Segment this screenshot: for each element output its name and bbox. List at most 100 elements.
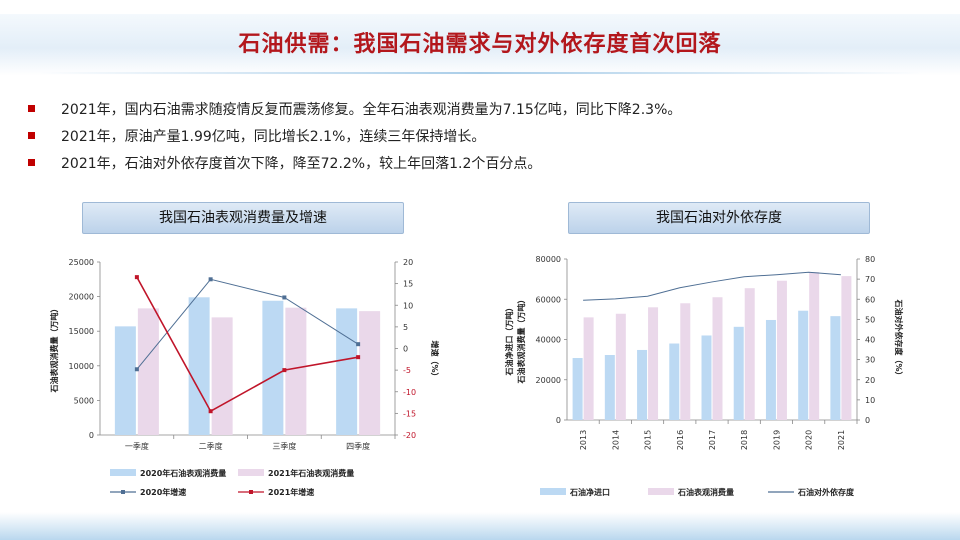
chart2-legend-label: 石油对外依存度 (797, 487, 855, 497)
chart1-right-tick-label: -10 (403, 388, 416, 397)
chart1-left-tick-label: 15000 (69, 327, 94, 336)
chart1-left-tick-label: 25000 (69, 258, 94, 267)
chart2-left-tick-label: 40000 (536, 336, 561, 345)
chart2-left-axis-title-line2: 石油表观消费量（万吨） (516, 296, 526, 385)
chart1-bar (114, 326, 136, 435)
chart2-left-tick-label: 0 (556, 416, 561, 425)
chart2-legend-swatch (540, 488, 566, 495)
chart1-right-tick-label: 0 (403, 345, 408, 354)
chart1-line-point (356, 342, 361, 347)
chart1-legend-label: 2021年增速 (268, 487, 314, 497)
chart1-line-point (134, 367, 139, 372)
title-band (0, 14, 960, 76)
chart1-bar (211, 317, 233, 435)
chart1-left-tick-label: 20000 (69, 293, 94, 302)
chart2-left-axis-title-line1: 石油净进口（万吨） (504, 304, 514, 377)
chart1-category-label: 一季度 (125, 441, 149, 451)
chart1-line-point (208, 277, 213, 282)
chart2-bar (637, 349, 648, 420)
chart1-bar (336, 308, 358, 435)
chart1-line-point (282, 368, 287, 373)
chart1-bar (359, 311, 381, 435)
chart2-bar (798, 310, 809, 420)
chart2-legend-swatch (648, 488, 674, 495)
chart2-bar (744, 288, 755, 420)
chart2-category-label: 2013 (579, 430, 588, 450)
chart2-bar (680, 303, 691, 420)
chart1-right-tick-label: 10 (403, 301, 413, 310)
chart2-bar (572, 358, 583, 420)
chart1-title: 我国石油表观消费量及增速 (82, 202, 404, 234)
chart1-bar (188, 297, 210, 435)
chart2-right-tick-label: 0 (865, 416, 870, 425)
bullet-marker-icon (28, 105, 35, 112)
bottom-band (0, 512, 960, 540)
chart1-left-tick-label: 5000 (74, 396, 94, 405)
chart1-line-point (208, 409, 213, 414)
chart2-bar (615, 313, 626, 420)
chart1-legend-swatch (238, 469, 264, 476)
chart2-legend-label: 石油净进口 (569, 487, 610, 497)
chart2-right-tick-label: 30 (865, 356, 875, 365)
chart1-bar (285, 307, 307, 435)
chart2-category-label: 2017 (708, 430, 717, 450)
chart2-legend-label: 石油表观消费量 (677, 487, 734, 497)
chart2-category-label: 2020 (805, 430, 814, 450)
bullet-text: 2021年，原油产量1.99亿吨，同比增长2.1%，连续三年保持增长。 (61, 128, 486, 145)
chart1-category-label: 四季度 (346, 441, 370, 451)
chart1-line-point (356, 355, 361, 360)
bullet-text: 2021年，石油对外依存度首次下降，降至72.2%，较上年回落1.2个百分点。 (61, 155, 542, 172)
chart1-right-tick-label: 5 (403, 323, 408, 332)
chart2-right-tick-label: 70 (865, 275, 875, 284)
chart1-line-point (282, 295, 287, 300)
chart2-title: 我国石油对外依存度 (568, 202, 870, 234)
chart2-bar (712, 297, 723, 420)
bullet-text: 2021年，国内石油需求随疫情反复而震荡修复。全年石油表观消费量为7.15亿吨，… (61, 101, 682, 118)
chart2-right-tick-label: 40 (865, 336, 875, 345)
chart1-legend-label: 2021年石油表观消费量 (268, 468, 354, 478)
chart1-right-axis-title: 增速（%） (430, 340, 440, 380)
bullet-marker-icon (28, 132, 35, 139)
chart1-legend-swatch (110, 469, 136, 476)
chart2-left-tick-label: 20000 (536, 376, 561, 385)
chart1-right-tick-label: 15 (403, 280, 413, 289)
chart1-legend-marker (249, 490, 253, 494)
chart1-legend-label: 2020年石油表观消费量 (140, 468, 226, 478)
chart1-category-label: 三季度 (272, 441, 296, 451)
chart2-right-tick-label: 10 (865, 396, 875, 405)
chart1-legend-marker (121, 490, 125, 494)
chart2-category-label: 2015 (644, 430, 653, 450)
chart2-bar (669, 343, 680, 420)
bullet-list: 2021年，国内石油需求随疫情反复而震荡修复。全年石油表观消费量为7.15亿吨，… (28, 95, 928, 176)
chart2-category-label: 2019 (772, 430, 781, 450)
chart2-bar (733, 326, 744, 420)
bullet-marker-icon (28, 159, 35, 166)
chart2-category-label: 2021 (837, 430, 846, 450)
chart1-right-tick-label: -20 (403, 431, 416, 440)
chart2-bar (841, 276, 852, 420)
chart2-bar (604, 354, 615, 420)
chart2-category-label: 2014 (611, 430, 620, 450)
chart1-series-line (136, 276, 359, 413)
chart2-bar (809, 272, 820, 420)
chart1-right-tick-label: -15 (403, 409, 416, 418)
chart1-line-point (134, 275, 139, 280)
chart1-left-tick-label: 10000 (69, 362, 94, 371)
chart2-category-label: 2018 (740, 430, 749, 450)
chart2-right-tick-label: 20 (865, 376, 875, 385)
chart2-right-tick-label: 60 (865, 295, 875, 304)
page-title: 石油供需：我国石油需求与对外依存度首次回落 (238, 32, 722, 57)
bullet-item: 2021年，国内石油需求随疫情反复而震荡修复。全年石油表观消费量为7.15亿吨，… (28, 95, 928, 122)
chart2-bar (765, 319, 776, 420)
chart1-series-line (136, 278, 359, 370)
chart2-bar (648, 307, 659, 420)
chart2-series-line (583, 271, 841, 301)
chart2-bar (701, 335, 712, 420)
chart2-bar (583, 317, 594, 420)
bullet-item: 2021年，原油产量1.99亿吨，同比增长2.1%，连续三年保持增长。 (28, 122, 928, 149)
chart1-right-tick-label: -5 (403, 366, 411, 375)
chart1-category-label: 二季度 (199, 441, 223, 451)
chart1-bar (137, 308, 159, 435)
chart2-category-label: 2016 (676, 430, 685, 450)
